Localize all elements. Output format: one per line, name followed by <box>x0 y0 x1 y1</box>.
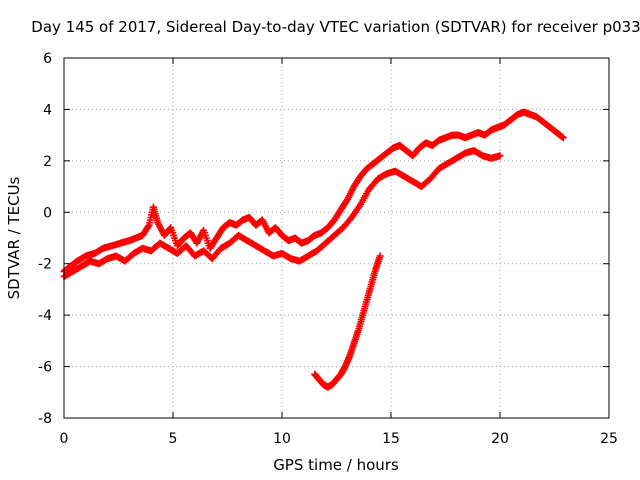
y-axis-label: SDTVAR / TECUs <box>5 176 23 299</box>
axes: 0 5 10 15 20 25 -8 -6 -4 -2 0 2 4 6 <box>38 51 618 447</box>
y-tick-label: 4 <box>43 102 52 118</box>
series-track-a <box>60 108 567 275</box>
series-track-b <box>60 147 504 281</box>
y-tick-label: 0 <box>43 205 52 221</box>
plot-frame <box>63 57 610 419</box>
data-point <box>376 252 384 260</box>
data-point <box>559 134 567 142</box>
data-series <box>60 108 567 391</box>
x-tick-label: 5 <box>169 431 178 447</box>
x-tick-label: 15 <box>382 431 400 447</box>
y-tick-label: -4 <box>38 308 52 324</box>
chart-title: Day 145 of 2017, Sidereal Day-to-day VTE… <box>31 18 640 36</box>
series-track-c <box>311 252 384 391</box>
x-axis-label: GPS time / hours <box>273 456 399 474</box>
y-tick-label: -6 <box>38 360 52 376</box>
y-tick-label: 2 <box>43 154 52 170</box>
y-tick-label: -2 <box>38 257 52 273</box>
data-point <box>144 223 152 231</box>
y-tick-label: 6 <box>43 51 52 67</box>
x-tick-label: 0 <box>60 431 69 447</box>
x-tick-label: 10 <box>273 431 291 447</box>
x-tick-label: 20 <box>491 431 509 447</box>
x-tick-label: 25 <box>600 431 618 447</box>
y-tick-label: -8 <box>38 411 52 427</box>
data-point <box>496 152 504 160</box>
